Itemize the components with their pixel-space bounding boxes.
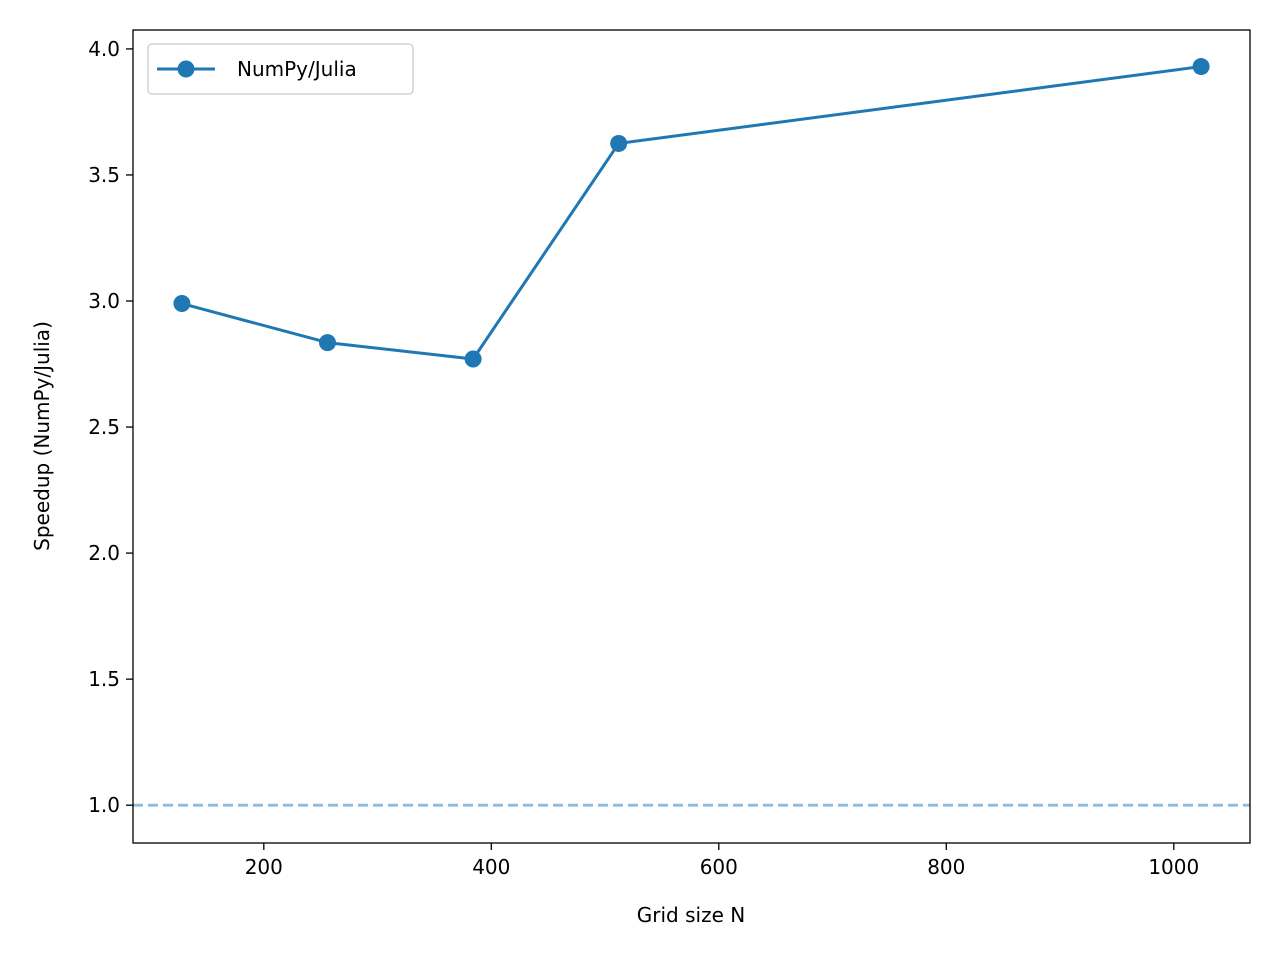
x-tick-label: 1000 [1148,855,1199,879]
plot-frame [132,29,1251,844]
y-axis-label: Speedup (NumPy/Julia) [30,321,54,551]
x-tick-label: 800 [927,855,965,879]
x-tick-label: 400 [472,855,510,879]
y-tick-label: 4.0 [88,37,120,61]
y-tick-label: 3.5 [88,163,120,187]
data-point [610,134,628,152]
data-point [319,334,337,352]
legend: NumPy/Julia [147,43,414,95]
y-tick-label: 1.5 [88,667,120,691]
y-tick-label: 1.0 [88,793,120,817]
axis-ticks: 200 400 600 800 1000 1.0 1.5 2.0 2.5 3.0 3.5 4.0 [88,37,1199,879]
data-point [1192,58,1210,76]
legend-marker [177,60,195,78]
x-axis-label: Grid size N [637,903,745,927]
y-tick-label: 2.0 [88,541,120,565]
legend-box [147,43,414,95]
data-point [173,295,191,313]
plot-area [133,58,1250,807]
data-point [464,350,482,368]
y-tick-label: 3.0 [88,289,120,313]
legend-label: NumPy/Julia [237,57,357,81]
x-tick-label: 200 [245,855,283,879]
y-tick-label: 2.5 [88,415,120,439]
x-tick-label: 600 [700,855,738,879]
